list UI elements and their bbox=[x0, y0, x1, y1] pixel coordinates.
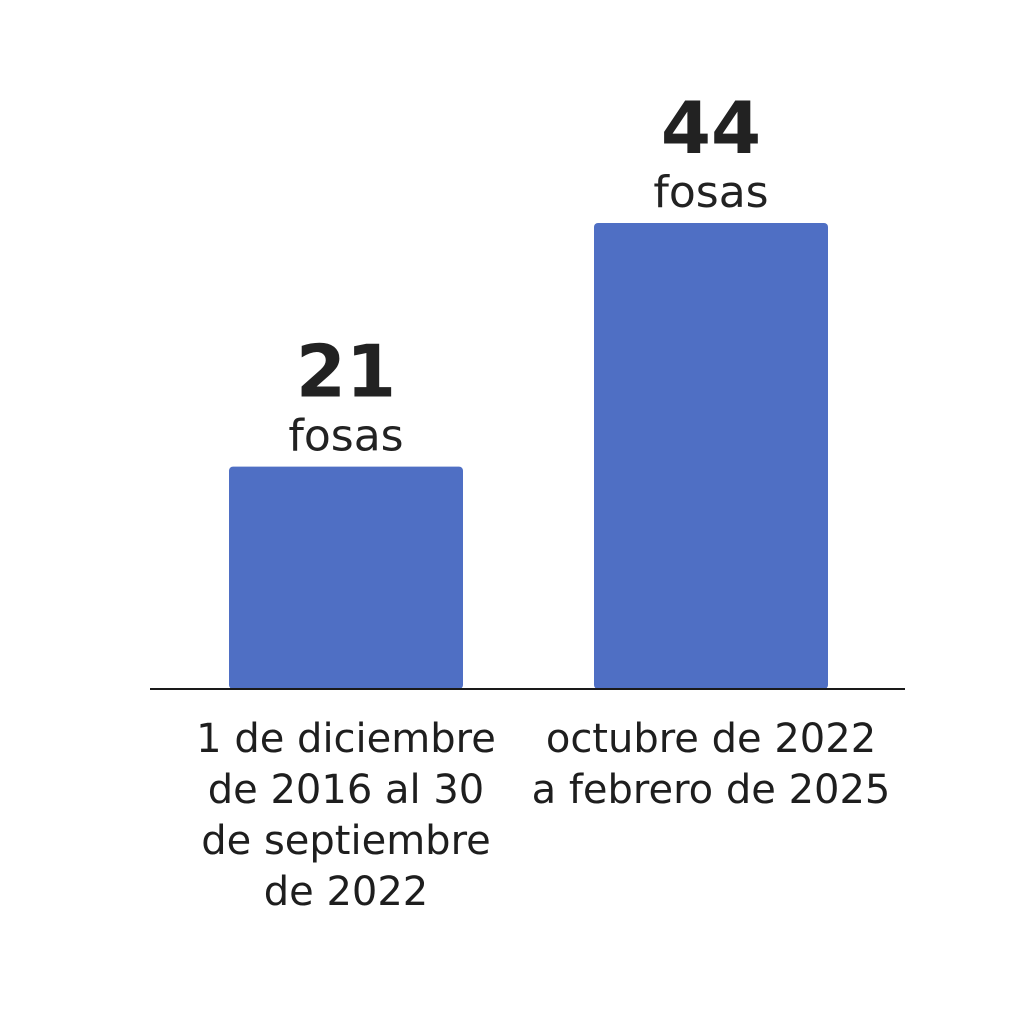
bars-group bbox=[229, 223, 828, 689]
category-label-1-line-4: de 2022 bbox=[264, 869, 429, 915]
bar-1-value-label: 21 bbox=[296, 330, 396, 414]
bar-1-unit-label: fosas bbox=[288, 411, 403, 462]
category-label-2-line-1: octubre de 2022 bbox=[546, 716, 876, 762]
category-label-2-line-2: a febrero de 2025 bbox=[532, 767, 891, 813]
bar-2-unit-label: fosas bbox=[653, 167, 768, 218]
bar-1 bbox=[229, 466, 463, 689]
category-label-1: 1 de diciembre de 2016 al 30 de septiembre… bbox=[196, 716, 496, 915]
bar-2 bbox=[594, 223, 828, 689]
category-labels-group: 1 de diciembre de 2016 al 30 de septiembre… bbox=[196, 716, 890, 915]
category-label-2: octubre de 2022 a febrero de 2025 bbox=[532, 716, 891, 813]
category-label-1-line-3: de septiembre bbox=[201, 818, 491, 864]
category-label-1-line-1: 1 de diciembre bbox=[196, 716, 496, 762]
category-label-1-line-2: de 2016 al 30 bbox=[208, 767, 484, 813]
bar-2-value-label: 44 bbox=[661, 86, 761, 170]
